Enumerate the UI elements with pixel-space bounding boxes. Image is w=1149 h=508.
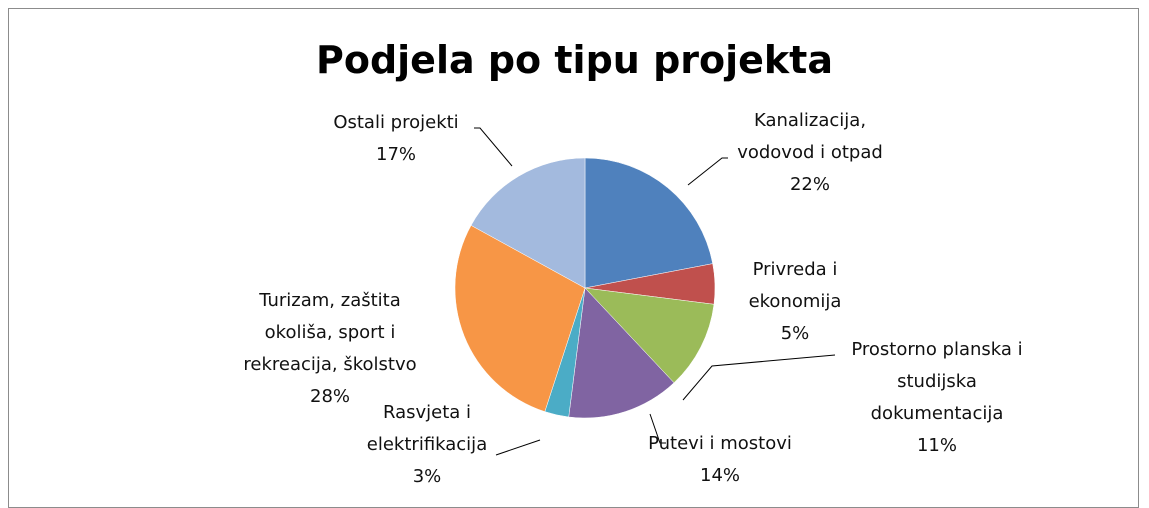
slice-value: 22% bbox=[789, 174, 830, 195]
leader-line bbox=[687, 157, 728, 186]
leader-line bbox=[495, 439, 541, 456]
slice-value: 3% bbox=[412, 466, 442, 487]
slice-value: 17% bbox=[375, 144, 417, 165]
leader-line bbox=[682, 354, 836, 401]
slice-label: Ostali projekti 17% bbox=[333, 107, 458, 171]
pie-slice bbox=[584, 287, 715, 384]
slice-label: Kanalizacija, vodovod i otpad 22% bbox=[737, 105, 883, 201]
slice-label: Putevi i mostovi 14% bbox=[648, 428, 792, 492]
pie-slice bbox=[584, 157, 713, 289]
leader-line bbox=[649, 413, 666, 444]
pie-slice bbox=[568, 287, 675, 419]
slice-label: Privreda i ekonomija 5% bbox=[749, 254, 842, 350]
slice-value: 14% bbox=[699, 465, 741, 486]
slice-value: 5% bbox=[780, 323, 810, 344]
pie-slice bbox=[470, 157, 586, 289]
slice-value: 11% bbox=[916, 435, 957, 456]
chart: Podjela po tipu projekta Kanalizacija, v… bbox=[8, 8, 1139, 508]
slice-label: Rasvjeta i elektrifikacija 3% bbox=[367, 397, 487, 493]
pie bbox=[454, 127, 836, 456]
slice-label: Turizam, zaštita okoliša, sport i rekrea… bbox=[243, 285, 416, 413]
slice-value: 28% bbox=[309, 386, 351, 407]
pie-slice bbox=[454, 225, 586, 412]
chart-title: Podjela po tipu projekta bbox=[316, 38, 833, 82]
leader-line bbox=[474, 127, 513, 167]
slice-label: Prostorno planska i studijska dokumentac… bbox=[851, 334, 1022, 462]
